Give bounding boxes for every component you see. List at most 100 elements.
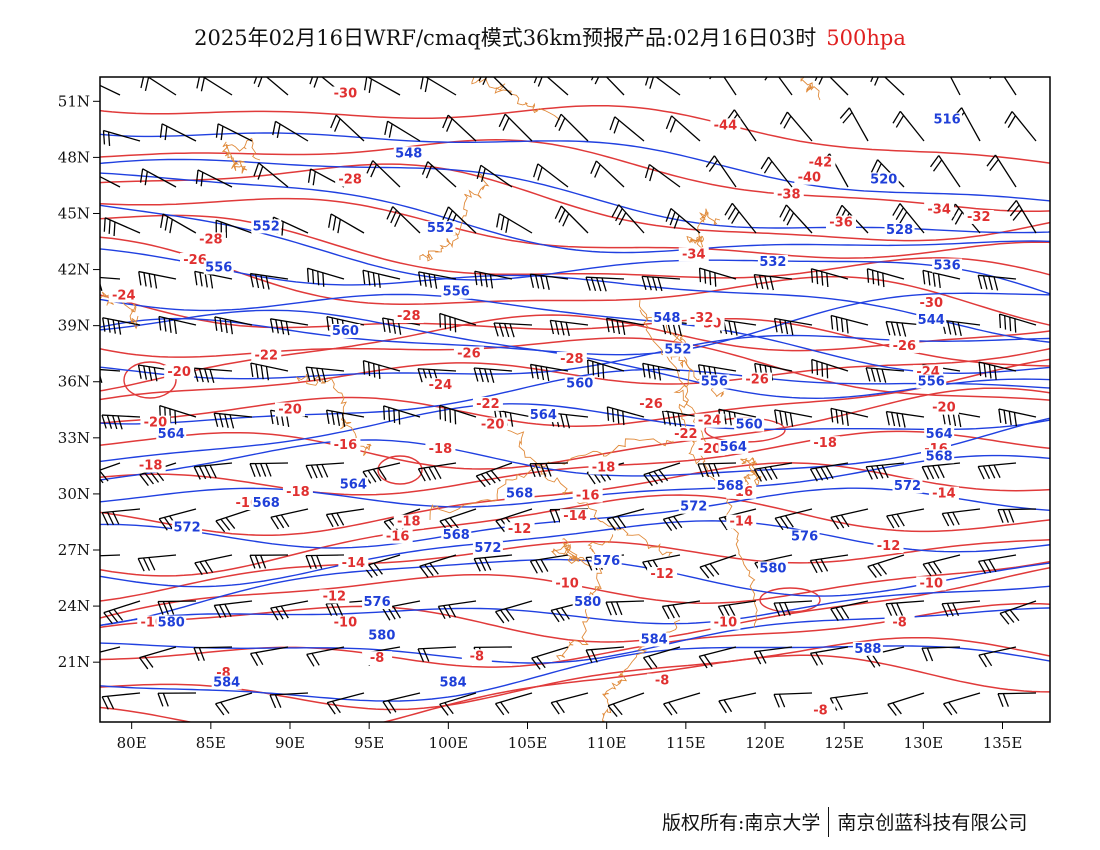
height-contour bbox=[100, 454, 1050, 508]
temperature-label-bg bbox=[552, 576, 583, 591]
wind-barb bbox=[215, 219, 253, 238]
wind-barb bbox=[420, 77, 457, 96]
wind-barb bbox=[103, 600, 141, 625]
height-label-bg bbox=[757, 561, 788, 576]
wind-barb bbox=[306, 646, 345, 667]
wind-barb bbox=[363, 77, 401, 96]
height-label: 544 bbox=[918, 313, 945, 328]
wind-barb bbox=[215, 692, 253, 716]
wind-barb bbox=[554, 113, 589, 142]
temperature-label: -18 bbox=[139, 459, 163, 474]
height-label: 572 bbox=[894, 479, 921, 494]
temperature-label-bg bbox=[924, 202, 955, 217]
wind-barb bbox=[922, 554, 961, 577]
lon-tick-label: 95E bbox=[354, 734, 384, 752]
wind-barb bbox=[830, 407, 869, 426]
temperature-label-bg bbox=[180, 252, 210, 267]
wind-barb bbox=[272, 120, 309, 142]
height-label-bg bbox=[425, 221, 456, 236]
lat-tick-label: 27N bbox=[58, 541, 90, 559]
temperature-label-bg bbox=[195, 232, 226, 247]
wind-barb bbox=[587, 359, 625, 379]
wind-barb bbox=[325, 409, 365, 427]
height-contour bbox=[100, 403, 1050, 463]
wind-barb bbox=[809, 646, 849, 666]
wind-barb bbox=[866, 268, 905, 288]
wind-barb bbox=[760, 156, 793, 188]
height-label-bg bbox=[699, 374, 730, 389]
wind-barb bbox=[929, 155, 961, 188]
height-contour bbox=[100, 293, 1050, 374]
temperature-label: -8 bbox=[470, 649, 484, 664]
wind-barb bbox=[476, 164, 513, 188]
wind-barb bbox=[439, 312, 477, 333]
wind-barb bbox=[417, 646, 457, 662]
temperature-label: -22 bbox=[476, 397, 500, 412]
temperature-contour bbox=[100, 387, 1050, 470]
wind-barb bbox=[383, 405, 421, 425]
height-label: 564 bbox=[720, 440, 747, 455]
temperature-label-bg bbox=[805, 703, 836, 718]
temperature-label-bg bbox=[710, 118, 741, 133]
height-label-bg bbox=[924, 426, 955, 441]
temperature-label: -28 bbox=[397, 309, 421, 324]
temperature-label: -40 bbox=[798, 171, 822, 186]
wind-barb bbox=[439, 692, 477, 716]
height-contour bbox=[100, 417, 1050, 481]
height-contour bbox=[100, 585, 1050, 627]
height-label-bg bbox=[362, 595, 393, 610]
wind-barb bbox=[159, 123, 197, 142]
wind-barb bbox=[305, 462, 345, 479]
wind-barb bbox=[194, 270, 233, 289]
temperature-label-bg bbox=[319, 589, 350, 604]
temperature-contour bbox=[100, 654, 1050, 722]
height-label-bg bbox=[591, 553, 622, 568]
temperature-label-bg bbox=[963, 209, 994, 224]
temperature-label-bg bbox=[472, 396, 503, 411]
wind-barb bbox=[1007, 200, 1037, 234]
wind-barb bbox=[810, 268, 849, 288]
wind-barb bbox=[194, 554, 233, 576]
temperature-label-bg bbox=[572, 488, 603, 503]
temperature-label: -12 bbox=[508, 522, 532, 537]
temperature-label: -8 bbox=[655, 674, 669, 689]
lat-tick-label: 21N bbox=[58, 653, 90, 671]
wind-barb bbox=[529, 554, 569, 574]
boundary-line bbox=[800, 77, 821, 101]
temperature-label-bg bbox=[560, 509, 590, 524]
temperature-label: -12 bbox=[323, 589, 347, 604]
wind-barb bbox=[215, 123, 253, 142]
height-label-bg bbox=[932, 258, 963, 273]
wind-barb bbox=[137, 364, 177, 382]
height-label-bg bbox=[156, 426, 187, 441]
wind-barb bbox=[865, 367, 905, 383]
wind-barb bbox=[665, 115, 701, 142]
wind-barb bbox=[606, 406, 645, 426]
copyright-text: 版权所有:南京大学 bbox=[662, 812, 821, 834]
temperature-label: -32 bbox=[690, 311, 714, 326]
wind-barb bbox=[999, 600, 1037, 625]
temperature-contour bbox=[100, 337, 1050, 401]
wind-barb bbox=[249, 462, 289, 477]
wind-barb bbox=[100, 554, 121, 557]
wind-barb bbox=[214, 316, 253, 335]
wind-barb bbox=[139, 462, 177, 487]
wind-barb bbox=[773, 692, 813, 708]
height-label: 536 bbox=[934, 259, 961, 274]
wind-barb bbox=[102, 129, 141, 146]
wind-barb bbox=[665, 208, 701, 234]
coastline bbox=[638, 299, 758, 628]
lat-tick-label: 33N bbox=[58, 429, 90, 447]
wind-barb bbox=[661, 410, 701, 428]
temperature-label-bg bbox=[425, 378, 456, 393]
wind-barb bbox=[1004, 111, 1037, 142]
temperature-label: -14 bbox=[342, 556, 366, 571]
temperature-label-bg bbox=[670, 426, 701, 441]
temperature-label-bg bbox=[282, 484, 313, 499]
height-label-bg bbox=[156, 615, 187, 630]
temperature-label: -8 bbox=[370, 651, 384, 666]
height-label: 568 bbox=[253, 496, 280, 511]
wind-barb bbox=[605, 317, 645, 336]
height-label: 548 bbox=[653, 311, 680, 326]
temperature-label: -26 bbox=[183, 253, 207, 268]
